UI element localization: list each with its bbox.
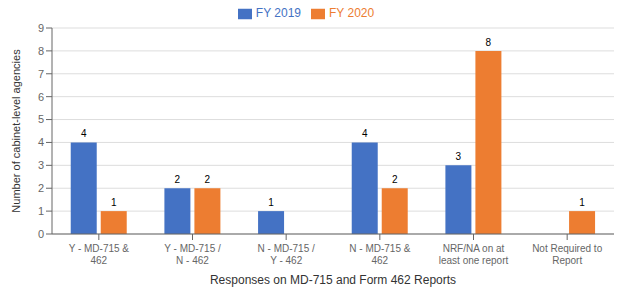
svg-text:1: 1: [38, 205, 44, 217]
svg-text:8: 8: [38, 45, 44, 57]
svg-text:4: 4: [38, 136, 44, 148]
svg-text:N - MD-715 /Y - 462: N - MD-715 /Y - 462: [258, 243, 315, 266]
svg-text:2: 2: [205, 174, 211, 185]
svg-text:2: 2: [175, 174, 181, 185]
svg-text:4: 4: [362, 128, 368, 139]
svg-text:3: 3: [456, 151, 462, 162]
svg-text:2: 2: [38, 182, 44, 194]
svg-text:5: 5: [38, 113, 44, 125]
svg-text:8: 8: [486, 37, 492, 48]
svg-text:3: 3: [38, 159, 44, 171]
svg-text:1: 1: [579, 197, 585, 208]
svg-text:Y - MD-715 &462: Y - MD-715 &462: [69, 243, 130, 266]
svg-text:7: 7: [38, 68, 44, 80]
svg-text:1: 1: [268, 197, 274, 208]
html-text:FY 2020: FY 2020: [329, 6, 375, 20]
svg-text:0: 0: [38, 228, 44, 240]
svg-text:4: 4: [81, 128, 87, 139]
svg-text:6: 6: [38, 91, 44, 103]
svg-text:2: 2: [392, 174, 398, 185]
html-text:FY 2019: FY 2019: [255, 6, 301, 20]
svg-text:Responses on MD-715 and Form 4: Responses on MD-715 and Form 462 Reports: [210, 273, 456, 287]
svg-text:N - MD-715 &462: N - MD-715 &462: [349, 243, 410, 266]
svg-text:Not Required toReport: Not Required toReport: [532, 243, 602, 266]
svg-text:1: 1: [111, 197, 117, 208]
svg-text:Number of cabinet-level agenci: Number of cabinet-level agencies: [10, 49, 22, 213]
svg-text:NRF/NA on atleast one report: NRF/NA on atleast one report: [439, 243, 509, 266]
svg-text:9: 9: [38, 22, 44, 34]
svg-text:Y - MD-715 /N - 462: Y - MD-715 /N - 462: [164, 243, 221, 266]
